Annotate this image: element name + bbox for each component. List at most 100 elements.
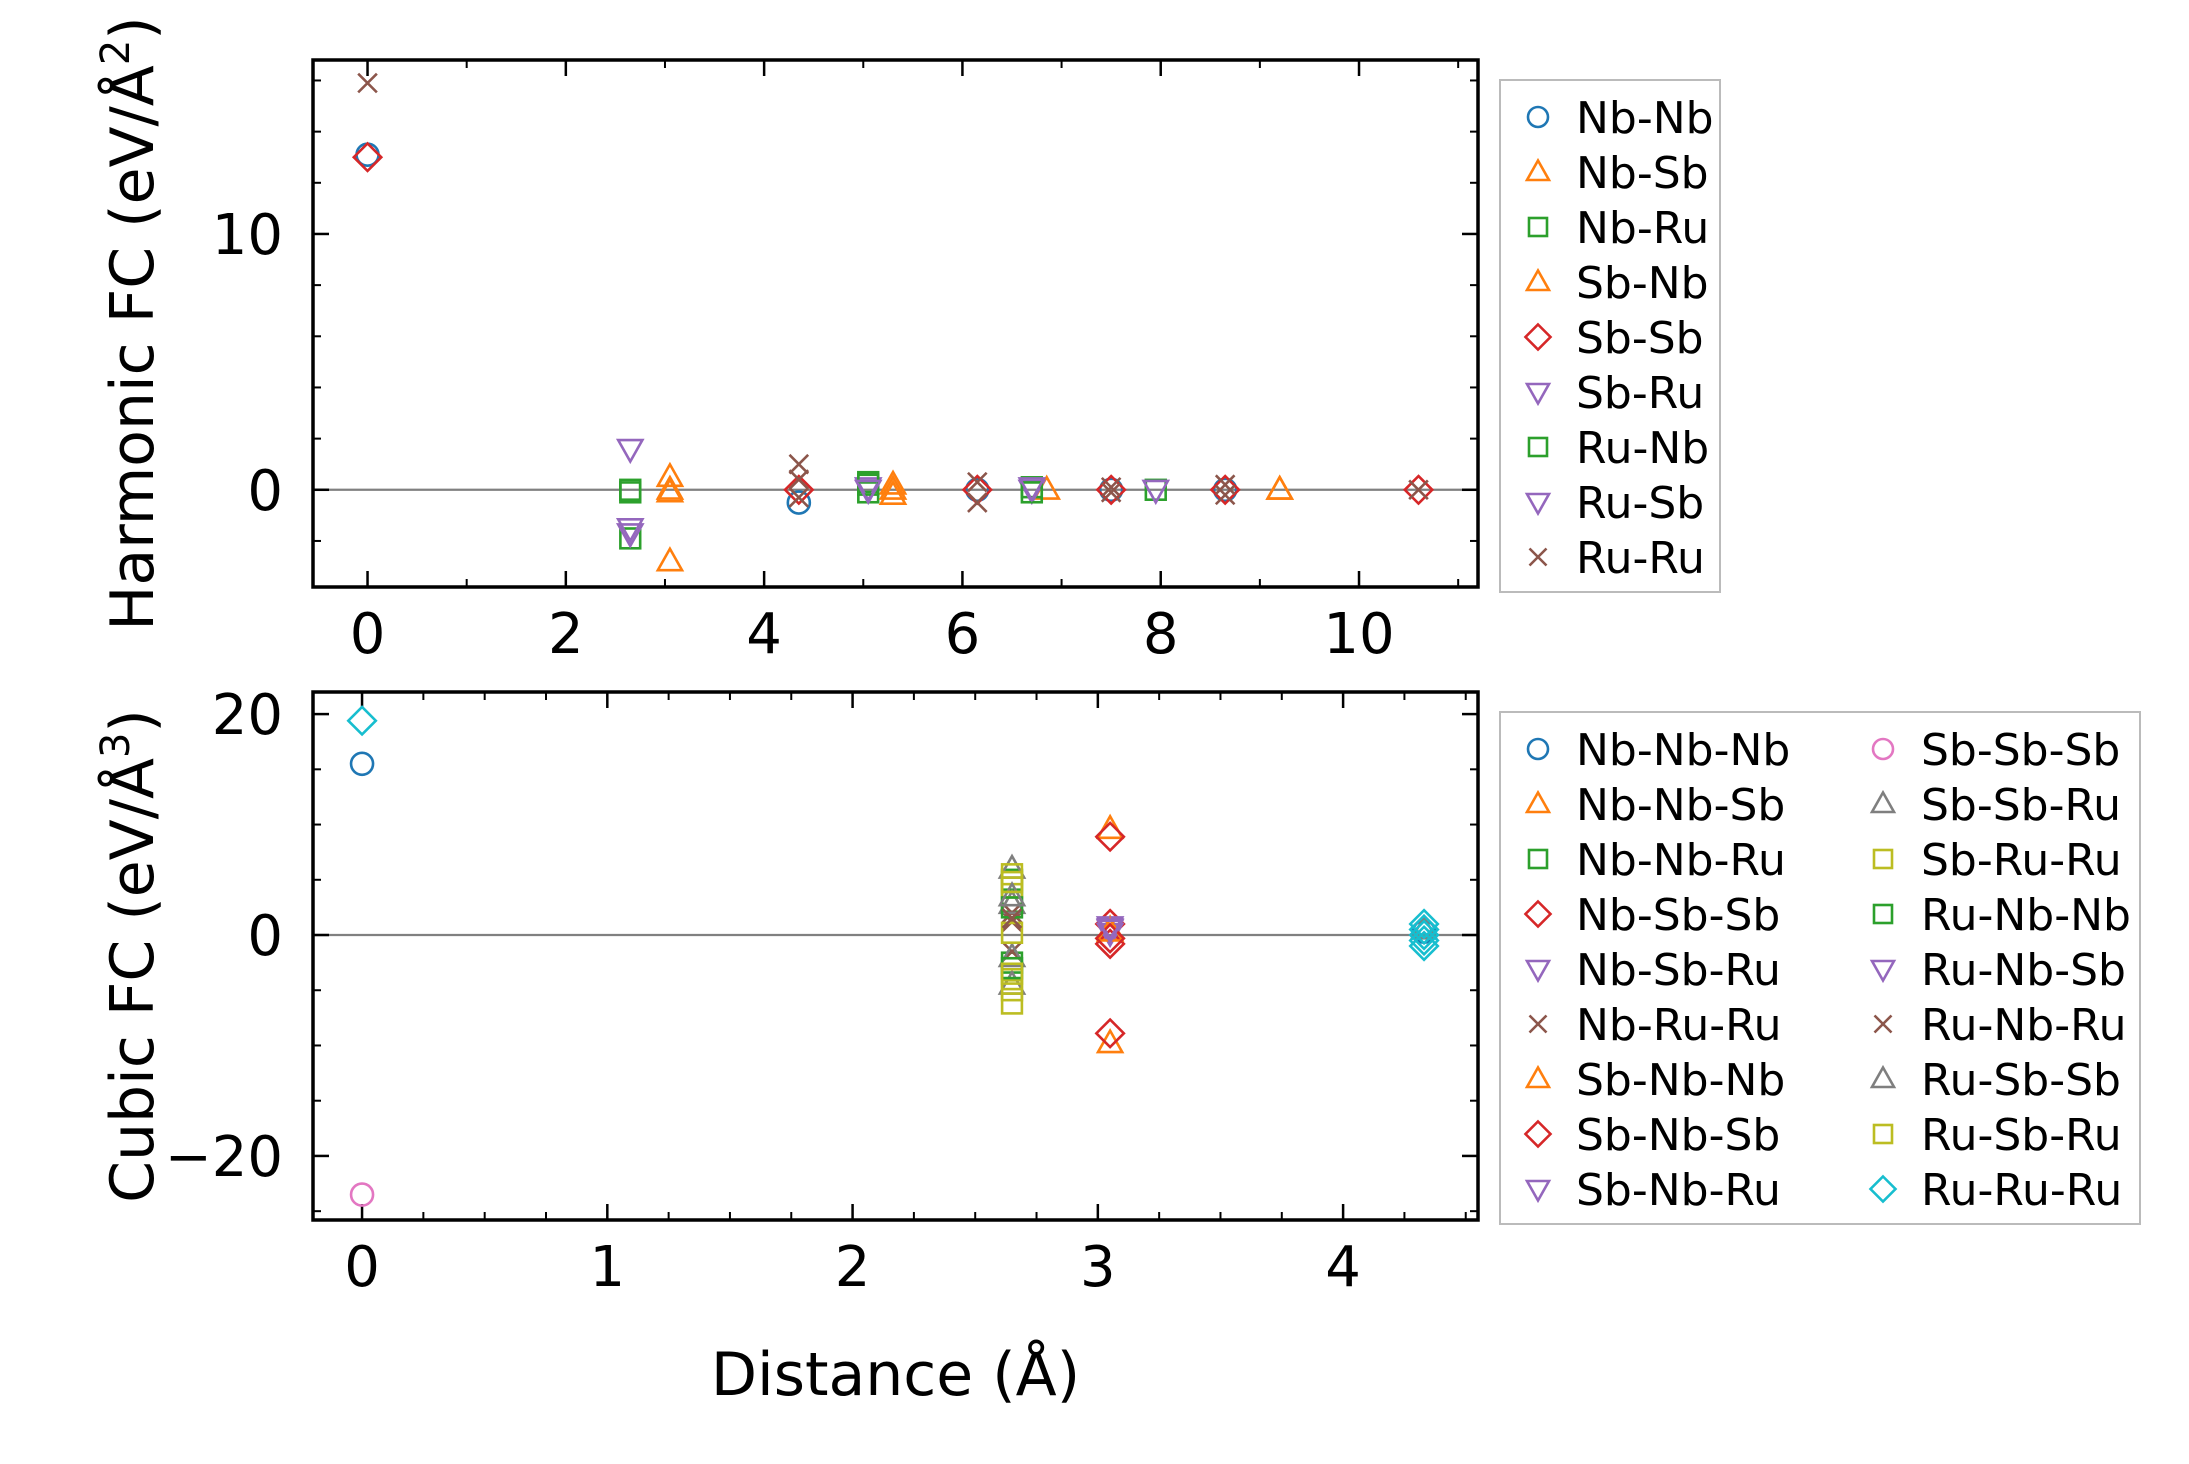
harmonic-point-Sb-Ru xyxy=(1141,479,1171,506)
harmonic-legend-marker xyxy=(1526,105,1550,129)
harmonic-point-Nb-Sb xyxy=(655,461,685,488)
cubic-legend-label: Sb-Sb-Sb xyxy=(1921,725,2120,776)
harmonic-point-Sb-Ru xyxy=(615,523,645,549)
cubic-legend-item-Nb-Sb-Ru: Nb-Sb-Ru xyxy=(1524,945,1781,996)
harmonic-legend-label: Sb-Sb xyxy=(1576,313,1704,364)
cubic-legend-label: Nb-Ru-Ru xyxy=(1576,1000,1782,1051)
cubic-point-Ru-Ru-Ru xyxy=(1408,924,1440,957)
cubic-legend-item-Sb-Nb-Sb: Sb-Nb-Sb xyxy=(1523,1110,1780,1161)
cubic-legend-marker xyxy=(1526,737,1550,761)
harmonic-xtick-label: 2 xyxy=(548,602,584,667)
cubic-series-Sb-Ru-Ru xyxy=(1000,863,1024,1015)
cubic-xtick-label: 3 xyxy=(1080,1235,1116,1300)
cubic-legend-item-Nb-Ru-Ru: Nb-Ru-Ru xyxy=(1528,1000,1782,1051)
cubic-point-Nb-Nb-Sb xyxy=(1095,813,1125,840)
cubic-legend-marker xyxy=(1524,789,1552,814)
harmonic-point-Ru-Ru xyxy=(1214,484,1236,506)
harmonic-legend-item-Nb-Nb: Nb-Nb xyxy=(1526,93,1714,144)
cubic-legend-marker xyxy=(1524,1064,1552,1089)
cubic-ytick-label: 20 xyxy=(212,683,283,748)
cubic-legend-label: Sb-Nb-Nb xyxy=(1576,1055,1785,1106)
harmonic-chart: 0 2 4 6 8 10 0 10 Harmonic FC (eV/Å2) Nb-NbNb-SbN… xyxy=(93,16,1721,667)
cubic-legend-marker xyxy=(1871,737,1895,761)
harmonic-point-Ru-Sb xyxy=(615,518,645,544)
harmonic-point-Nb-Nb xyxy=(1098,477,1124,503)
cubic-legend-marker xyxy=(1869,1064,1897,1089)
harmonic-series-Ru-Ru xyxy=(357,72,1429,513)
harmonic-ytick-label: 10 xyxy=(212,203,283,268)
cubic-legend-label: Ru-Nb-Ru xyxy=(1921,1000,2127,1051)
cubic-legend-label: Ru-Ru-Ru xyxy=(1921,1165,2122,1216)
cubic-legend: Nb-Nb-NbNb-Nb-SbNb-Nb-RuNb-Sb-SbNb-Sb-Ru… xyxy=(1499,711,2141,1225)
harmonic-legend-marker xyxy=(1528,547,1548,567)
cubic-point-Ru-Sb-Ru xyxy=(1000,962,1024,985)
cubic-legend-marker xyxy=(1873,1014,1893,1034)
harmonic-series-Sb-Sb xyxy=(351,141,1435,506)
harmonic-legend-marker xyxy=(1527,436,1549,458)
cubic-legend-marker xyxy=(1869,789,1897,814)
cubic-point-Sb-Sb-Sb xyxy=(349,1182,375,1207)
harmonic-legend-marker xyxy=(1523,322,1553,352)
harmonic-legend-marker xyxy=(1524,492,1552,517)
harmonic-legend-label: Sb-Ru xyxy=(1576,368,1704,419)
harmonic-point-Ru-Ru xyxy=(788,453,810,475)
harmonic-point-Ru-Sb xyxy=(853,479,883,506)
cubic-point-Ru-Ru-Ru xyxy=(1408,913,1440,946)
harmonic-legend-marker xyxy=(1524,267,1552,292)
cubic-legend-marker xyxy=(1528,1014,1548,1034)
cubic-point-Sb-Ru-Ru xyxy=(1000,979,1024,1002)
harmonic-point-Nb-Sb xyxy=(878,479,908,506)
cubic-legend-label: Nb-Sb-Sb xyxy=(1576,890,1780,941)
harmonic-series-Ru-Sb xyxy=(615,477,1047,544)
harmonic-legend-label: Ru-Nb xyxy=(1576,423,1709,474)
cubic-legend-marker xyxy=(1872,903,1894,925)
cubic-legend-label: Ru-Sb-Sb xyxy=(1921,1055,2121,1106)
harmonic-point-Nb-Nb xyxy=(786,490,812,515)
harmonic-plot-frame xyxy=(311,58,1480,589)
harmonic-legend-marker xyxy=(1527,216,1549,238)
harmonic-ticks: 0 2 4 6 8 10 0 10 xyxy=(212,60,1478,667)
cubic-legend-item-Sb-Sb-Sb: Sb-Sb-Sb xyxy=(1871,725,2120,776)
harmonic-point-Nb-Sb xyxy=(1265,474,1295,500)
cubic-legend-frame xyxy=(1499,711,2141,1225)
cubic-xlabel: Distance (Å) xyxy=(711,1339,1080,1410)
cubic-legend-marker xyxy=(1869,959,1897,984)
harmonic-xtick-label: 10 xyxy=(1323,602,1394,667)
harmonic-point-Ru-Ru xyxy=(967,471,988,493)
cubic-legend-marker xyxy=(1524,959,1552,984)
cubic-series-Ru-Sb-Sb xyxy=(997,881,1439,940)
cubic-legend-marker xyxy=(1872,1123,1894,1145)
cubic-legend-item-Nb-Nb-Sb: Nb-Nb-Sb xyxy=(1524,780,1785,831)
harmonic-point-Ru-Ru xyxy=(788,469,810,490)
cubic-series-Ru-Ru-Ru xyxy=(346,705,1440,962)
harmonic-point-Sb-Sb xyxy=(351,141,384,173)
cubic-legend-item-Ru-Sb-Ru: Ru-Sb-Ru xyxy=(1872,1110,2122,1161)
harmonic-xtick-label: 0 xyxy=(350,602,386,667)
harmonic-point-Sb-Sb xyxy=(1095,474,1127,506)
harmonic-point-Ru-Ru xyxy=(1408,479,1429,501)
cubic-point-Sb-Sb-Ru xyxy=(997,941,1027,968)
harmonic-point-Sb-Ru xyxy=(615,438,645,465)
cubic-legend-label: Nb-Nb-Sb xyxy=(1576,780,1785,831)
cubic-point-Sb-Nb-Sb xyxy=(1094,922,1126,954)
harmonic-point-Sb-Sb xyxy=(783,474,815,506)
cubic-plot-frame xyxy=(311,690,1480,1222)
harmonic-legend-label: Ru-Sb xyxy=(1576,478,1704,529)
harmonic-point-Ru-Ru xyxy=(967,492,988,513)
cubic-point-Ru-Ru-Ru xyxy=(1408,908,1440,940)
cubic-legend-label: Ru-Nb-Sb xyxy=(1921,945,2126,996)
harmonic-legend-label: Ru-Ru xyxy=(1576,533,1705,584)
harmonic-legend-label: Nb-Sb xyxy=(1576,148,1709,199)
cubic-ticks: 0 1 2 3 4 −20 0 20 xyxy=(165,683,1478,1300)
cubic-point-Ru-Sb-Ru xyxy=(1000,870,1024,894)
harmonic-legend-item-Nb-Ru: Nb-Ru xyxy=(1527,203,1709,254)
cubic-legend-label: Nb-Nb-Ru xyxy=(1576,835,1786,886)
harmonic-legend: Nb-NbNb-SbNb-RuSb-NbSb-SbSb-RuRu-NbRu-Sb… xyxy=(1499,79,1721,593)
cubic-point-Ru-Ru-Ru xyxy=(346,705,378,737)
cubic-legend-label: Nb-Sb-Ru xyxy=(1576,945,1781,996)
cubic-point-Ru-Sb-Sb xyxy=(997,881,1027,907)
cubic-series-Nb-Nb-Nb xyxy=(349,751,1437,944)
harmonic-point-Ru-Ru xyxy=(1214,474,1236,495)
